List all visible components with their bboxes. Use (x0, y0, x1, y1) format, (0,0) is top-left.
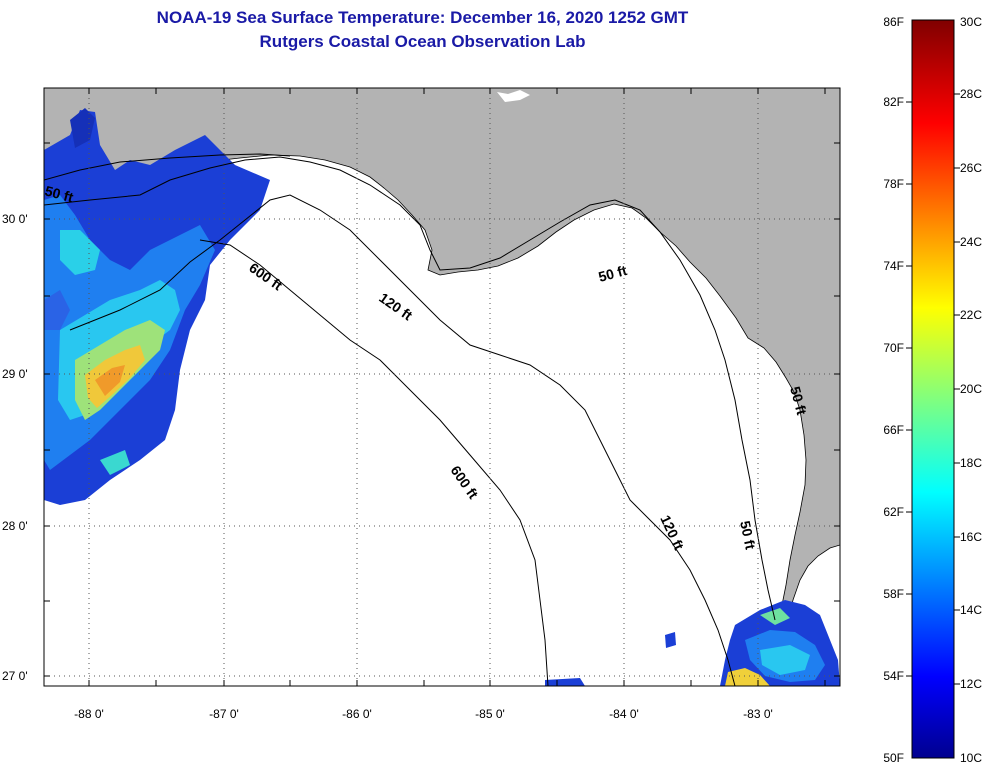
colorbar (911, 19, 955, 759)
contour-120ft (69, 194, 736, 686)
colorbar-f-label: 86F (883, 15, 904, 29)
sst-patch-west (44, 108, 270, 505)
lat-label: 29 0' (2, 367, 28, 381)
lat-label: 27 0' (2, 669, 28, 683)
colorbar-f-label: 62F (883, 505, 904, 519)
colorbar-c-label: 28C (960, 87, 982, 101)
colorbar-c-label: 20C (960, 382, 982, 396)
lon-label: -87 0' (209, 707, 239, 721)
map-title: NOAA-19 Sea Surface Temperature: Decembe… (156, 8, 689, 27)
map-frame (43, 87, 841, 687)
colorbar-f-label: 82F (883, 95, 904, 109)
lat-label: 30 0' (2, 212, 28, 226)
colorbar-c-label: 26C (960, 161, 982, 175)
colorbar-f-label: 50F (883, 751, 904, 765)
colorbar-f-label: 54F (883, 669, 904, 683)
contour-label-4: 50 ft (597, 262, 629, 285)
lon-label: -85 0' (475, 707, 505, 721)
map-subtitle: Rutgers Coastal Ocean Observation Lab (259, 32, 586, 51)
lon-label: -83 0' (743, 707, 773, 721)
colorbar-c-label: 16C (960, 530, 982, 544)
contour-label-1: 50 ft (43, 182, 75, 205)
colorbar-f-label: 74F (883, 259, 904, 273)
lon-label: -86 0' (342, 707, 372, 721)
colorbar-c-label: 12C (960, 677, 982, 691)
colorbar-f-label: 70F (883, 341, 904, 355)
lon-label: -88 0' (74, 707, 104, 721)
lon-label: -84 0' (609, 707, 639, 721)
contour-label-8: 50 ft (787, 385, 810, 417)
colorbar-f-label: 66F (883, 423, 904, 437)
colorbar-f-label: 78F (883, 177, 904, 191)
colorbar-c-label: 10C (960, 751, 982, 765)
contour-label-7: 50 ft (737, 519, 759, 551)
lat-label: 28 0' (2, 519, 28, 533)
colorbar-c-label: 30C (960, 15, 982, 29)
sst-patch-east (545, 600, 840, 686)
colorbar-c-label: 24C (960, 235, 982, 249)
colorbar-c-label: 14C (960, 603, 982, 617)
contour-600ft (199, 239, 549, 686)
colorbar-f-label: 58F (883, 587, 904, 601)
contour-50ft (44, 156, 776, 621)
colorbar-c-label: 22C (960, 308, 982, 322)
land-mass (44, 88, 840, 624)
colorbar-c-label: 18C (960, 456, 982, 470)
